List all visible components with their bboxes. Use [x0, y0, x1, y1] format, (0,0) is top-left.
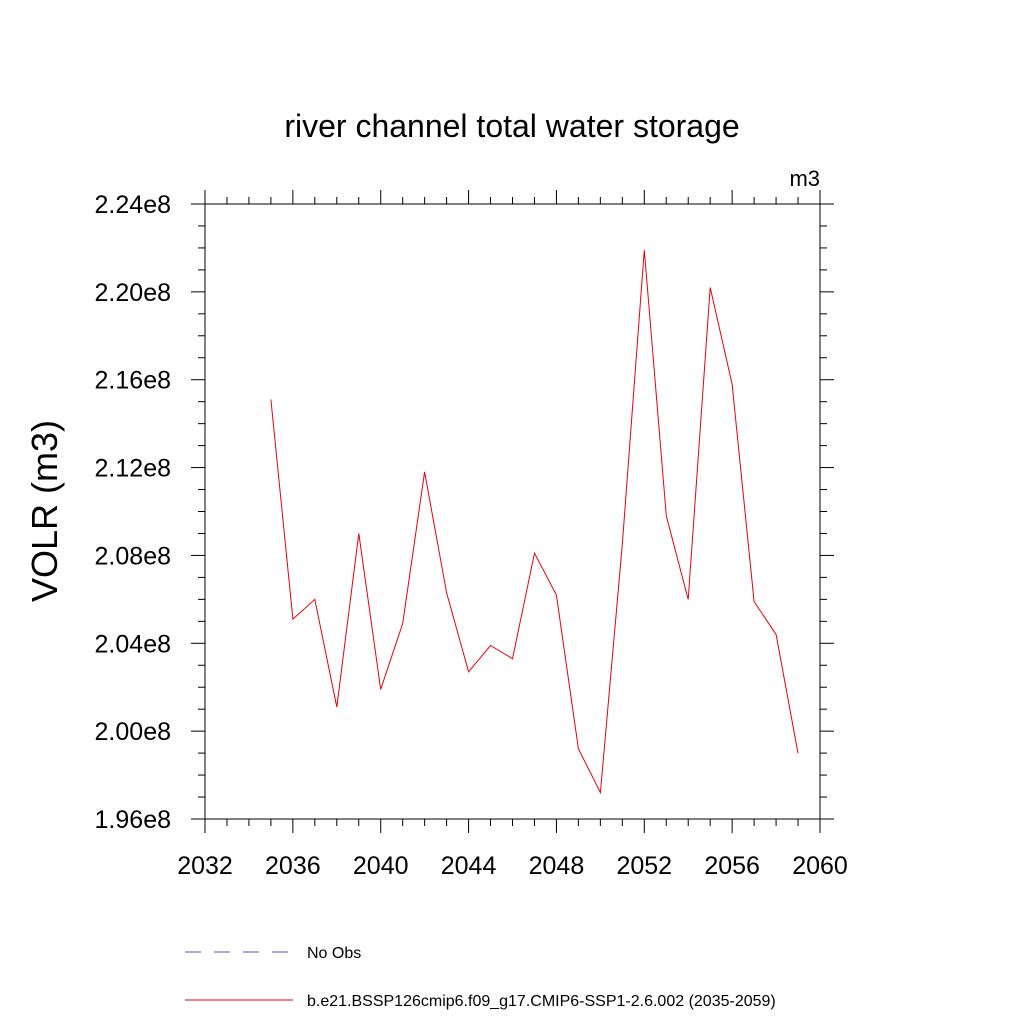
x-tick-label: 2060 [792, 852, 848, 880]
x-tick-label: 2056 [704, 852, 760, 880]
legend-label: b.e21.BSSP126cmip6.f09_g17.CMIP6-SSP1-2.… [307, 993, 776, 1010]
y-axis-label: VOLR (m3) [24, 420, 65, 602]
y-tick-label: 2.16e8 [95, 367, 171, 395]
legend: No Obs b.e21.BSSP126cmip6.f09_g17.CMIP6-S… [185, 945, 776, 1010]
axis-tick-labels: 2032 2036 2040 2044 2048 2052 2056 2060 1.96e8 2.… [95, 191, 848, 880]
y-tick-label: 2.12e8 [95, 455, 171, 483]
y-tick-label: 2.08e8 [95, 542, 171, 570]
x-tick-label: 2032 [177, 852, 233, 880]
x-tick-label: 2052 [616, 852, 672, 880]
series-layer [270, 250, 799, 795]
x-tick-label: 2048 [529, 852, 585, 880]
y-tick-label: 2.04e8 [95, 630, 171, 658]
y-tick-label: 2.20e8 [95, 279, 171, 307]
legend-label: No Obs [307, 945, 361, 962]
plot-frame [204, 203, 821, 820]
chart-title: river channel total water storage [284, 108, 739, 144]
x-tick-label: 2036 [265, 852, 321, 880]
y-tick-label: 2.24e8 [95, 191, 171, 219]
units-label: m3 [789, 166, 820, 191]
axis-ticks [191, 190, 834, 833]
y-tick-label: 1.96e8 [95, 806, 171, 834]
x-tick-label: 2044 [441, 852, 497, 880]
series-line [270, 250, 799, 795]
x-tick-label: 2040 [353, 852, 409, 880]
y-tick-label: 2.00e8 [95, 718, 171, 746]
